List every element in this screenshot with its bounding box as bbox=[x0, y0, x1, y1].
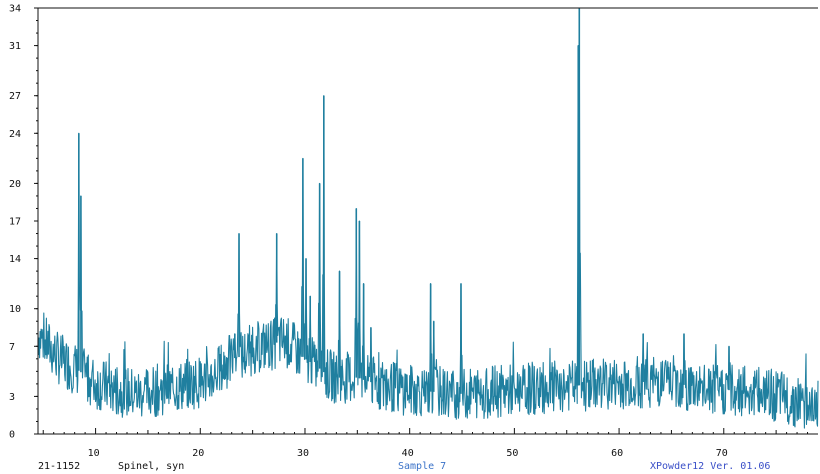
y-tick-label: 27 bbox=[9, 91, 21, 102]
diffraction-trace bbox=[37, 7, 819, 429]
x-tick-label: 20 bbox=[192, 448, 204, 459]
y-tick-label: 10 bbox=[9, 304, 21, 315]
y-tick-label: 20 bbox=[9, 179, 21, 190]
y-tick-label: 17 bbox=[9, 217, 21, 228]
y-tick-label: 24 bbox=[9, 129, 21, 140]
y-tick-label: 3 bbox=[9, 392, 15, 403]
x-tick-label: 30 bbox=[297, 448, 309, 459]
x-tick-label: 50 bbox=[506, 448, 518, 459]
footer-sample-name: Sample 7 bbox=[398, 461, 446, 472]
x-tick-label: 10 bbox=[88, 448, 100, 459]
x-tick-label: 40 bbox=[402, 448, 414, 459]
footer-phase-name: Spinel, syn bbox=[118, 461, 184, 472]
x-axis-ticks: 10 20 30 40 50 60 70 bbox=[42, 428, 809, 459]
series-line bbox=[37, 7, 819, 429]
x-tick-label: 70 bbox=[716, 448, 728, 459]
footer-card-number: 21-1152 bbox=[38, 461, 80, 472]
x-tick-label: 60 bbox=[611, 448, 623, 459]
y-tick-label: 34 bbox=[9, 4, 21, 15]
y-tick-label: 7 bbox=[9, 342, 15, 353]
y-axis-ticks: 0 3 7 10 14 17 20 24 27 31 34 bbox=[9, 4, 38, 441]
y-tick-label: 14 bbox=[9, 254, 21, 265]
y-tick-label: 0 bbox=[9, 430, 15, 441]
y-tick-label: 31 bbox=[9, 41, 21, 52]
footer-software: XPowder12 Ver. 01.06 bbox=[650, 461, 770, 472]
